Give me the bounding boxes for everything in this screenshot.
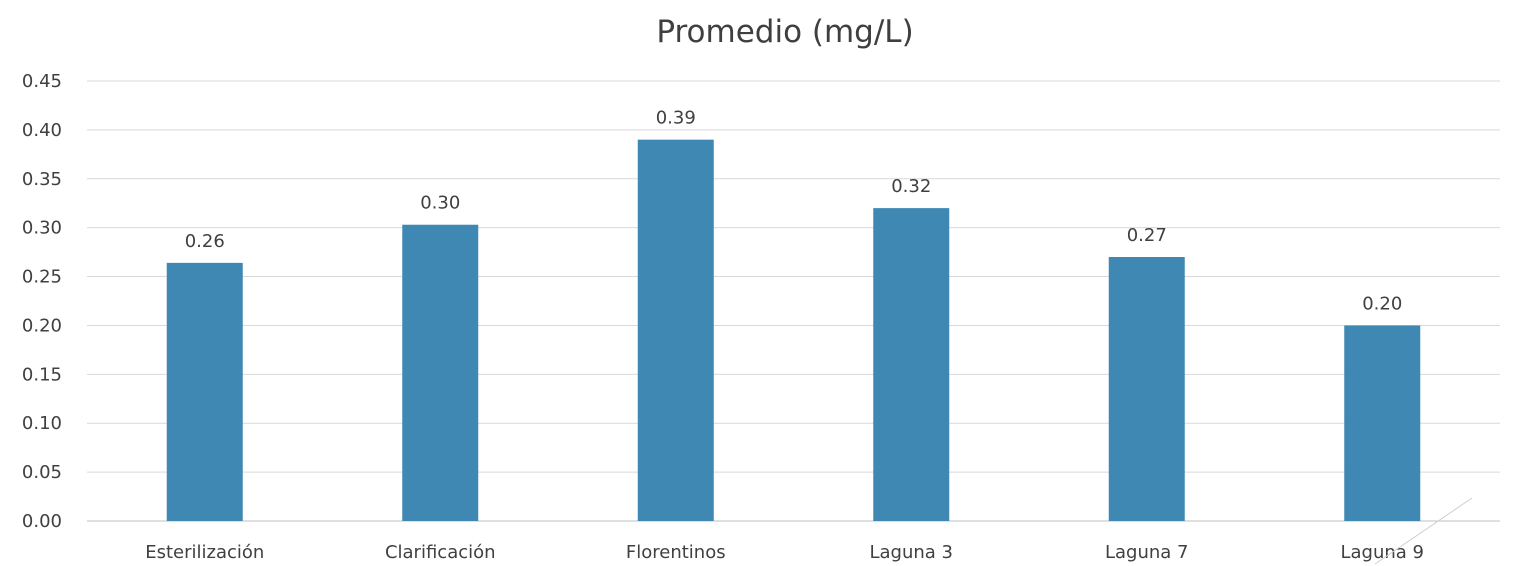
y-tick-label: 0.00 <box>22 511 62 532</box>
x-category-label: Laguna 9 <box>1340 542 1424 563</box>
bars <box>166 139 1421 521</box>
bar <box>166 262 243 521</box>
x-category-label: Laguna 7 <box>1105 542 1189 563</box>
y-tick-label: 0.40 <box>22 120 62 141</box>
bar <box>873 208 950 521</box>
data-label: 0.32 <box>891 176 931 197</box>
y-tick-label: 0.25 <box>22 267 62 288</box>
x-category-label: Laguna 3 <box>869 542 953 563</box>
decorative-slash <box>1374 497 1473 565</box>
x-category-label: Esterilización <box>145 542 264 563</box>
data-label: 0.26 <box>185 231 225 252</box>
y-tick-label: 0.10 <box>22 413 62 434</box>
y-axis-ticks: 0.00 0.05 0.10 0.15 0.20 0.25 0.30 0.35 0.40 0.45 <box>22 71 62 532</box>
y-tick-label: 0.20 <box>22 315 62 336</box>
data-labels: 0.26 0.30 0.39 0.32 0.27 0.20 <box>185 108 1403 315</box>
bar <box>402 224 479 521</box>
bar <box>1344 325 1421 521</box>
y-tick-label: 0.05 <box>22 462 62 483</box>
y-tick-label: 0.35 <box>22 169 62 190</box>
chart-title: Promedio (mg/L) <box>656 14 913 50</box>
data-label: 0.39 <box>656 108 696 129</box>
x-category-label: Florentinos <box>626 542 726 563</box>
y-tick-label: 0.45 <box>22 71 62 92</box>
bar <box>637 139 714 521</box>
x-axis-categories: Esterilización Clarificación Florentinos La… <box>145 542 1424 563</box>
data-label: 0.27 <box>1127 225 1167 246</box>
bar <box>1108 257 1185 521</box>
y-tick-label: 0.15 <box>22 364 62 385</box>
data-label: 0.30 <box>420 193 460 214</box>
y-tick-label: 0.30 <box>22 218 62 239</box>
gridlines <box>87 80 1500 522</box>
data-label: 0.20 <box>1362 293 1402 314</box>
x-category-label: Clarificación <box>385 542 496 563</box>
